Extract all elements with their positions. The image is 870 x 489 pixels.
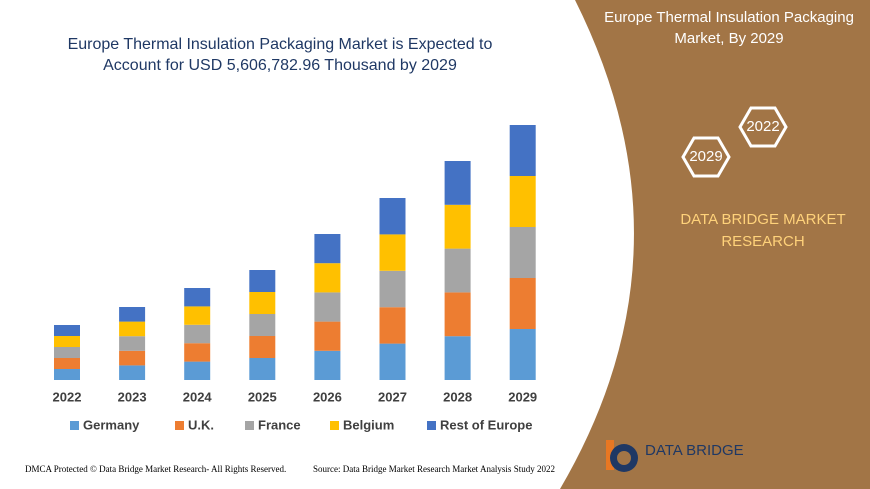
hex-label: 2029 [689, 148, 722, 165]
bar-segment [54, 336, 80, 347]
bar-segment [380, 271, 406, 307]
bar-segment [249, 336, 275, 358]
bar-segment [314, 292, 340, 321]
x-tick-label: 2025 [248, 389, 277, 404]
x-tick-label: 2027 [378, 389, 407, 404]
legend-label: U.K. [188, 417, 214, 432]
legend-label: Rest of Europe [440, 417, 532, 432]
x-tick-label: 2028 [443, 389, 472, 404]
bar-segment [445, 249, 471, 293]
footer-right: Source: Data Bridge Market Research Mark… [313, 464, 555, 474]
bar-segment [54, 347, 80, 358]
bar-segment [314, 234, 340, 263]
bar-segment [510, 329, 536, 380]
legend-label: France [258, 417, 301, 432]
bar-segment [249, 270, 275, 292]
bar-segment [510, 227, 536, 278]
bar-segment [119, 336, 145, 351]
legend-label: Germany [83, 417, 140, 432]
logo-text: DATA BRIDGE [645, 442, 744, 459]
bar-segment [54, 369, 80, 380]
bar-segment [119, 322, 145, 337]
bar-segment [314, 351, 340, 380]
bar-segment [510, 125, 536, 176]
bar-segment [249, 292, 275, 314]
bar-segment [445, 161, 471, 205]
bar-segment [445, 292, 471, 336]
bar-segment [184, 325, 210, 343]
bar-segment [249, 358, 275, 380]
x-tick-label: 2029 [508, 389, 537, 404]
bar-segment [510, 176, 536, 227]
bar-segment [54, 325, 80, 336]
bar-segment [314, 322, 340, 351]
x-tick-label: 2022 [53, 389, 82, 404]
hex-label: 2022 [746, 118, 779, 135]
bar-segment [380, 307, 406, 343]
bar-segment [380, 198, 406, 234]
bar-segment [184, 362, 210, 380]
footer-left: DMCA Protected © Data Bridge Market Rese… [25, 464, 286, 474]
bar-segment [380, 344, 406, 380]
x-tick-label: 2023 [118, 389, 147, 404]
legend-swatch [427, 421, 436, 430]
bar-segment [249, 314, 275, 336]
bar-segment [119, 351, 145, 366]
bar-segment [445, 205, 471, 249]
legend-swatch [330, 421, 339, 430]
bar-segment [184, 288, 210, 306]
bar-segment [119, 307, 145, 322]
bar-segment [184, 306, 210, 324]
legend-label: Belgium [343, 417, 394, 432]
legend-swatch [70, 421, 79, 430]
bar-segment [314, 263, 340, 292]
legend-swatch [245, 421, 254, 430]
x-tick-label: 2024 [183, 389, 213, 404]
bar-segment [510, 278, 536, 329]
bar-segment [445, 336, 471, 380]
bar-segment [184, 343, 210, 361]
x-tick-label: 2026 [313, 389, 342, 404]
bar-segment [54, 358, 80, 369]
bar-segment [119, 365, 145, 380]
bar-segment [380, 234, 406, 270]
legend-swatch [175, 421, 184, 430]
